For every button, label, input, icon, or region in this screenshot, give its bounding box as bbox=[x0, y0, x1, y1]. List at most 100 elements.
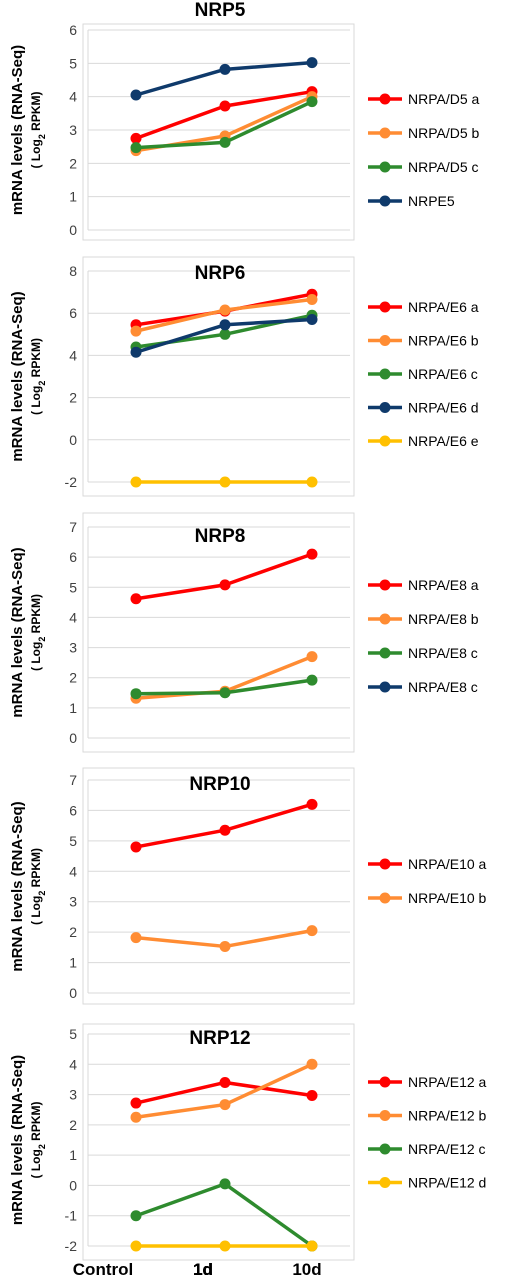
data-point bbox=[130, 932, 142, 944]
data-point bbox=[306, 674, 318, 686]
y-tick-label: -1 bbox=[65, 1208, 78, 1224]
y-tick-label: 5 bbox=[69, 833, 77, 849]
y-tick-label: 0 bbox=[69, 222, 77, 238]
series-nrpe5 bbox=[130, 57, 318, 101]
data-point bbox=[219, 476, 231, 488]
legend-swatch-marker bbox=[379, 93, 391, 105]
chart-nrp6: -2 0 2 4 6 8 NRP6 mRNA levels (RNA-Seq) ( Log2 R… bbox=[9, 256, 479, 1279]
legend-label: NRPA/D5 a bbox=[408, 91, 480, 107]
legend-swatch-marker bbox=[379, 613, 391, 625]
data-point bbox=[130, 346, 142, 358]
data-point bbox=[219, 1099, 231, 1111]
y-tick-label: 5 bbox=[69, 55, 77, 71]
y-tick-label: 7 bbox=[69, 519, 77, 535]
legend-label: NRPA/E6 c bbox=[408, 366, 478, 382]
y-axis-unit-label: ( Log2 RPKM) bbox=[29, 1101, 47, 1178]
data-point bbox=[130, 132, 142, 144]
series-nrpa-e8-a bbox=[130, 548, 318, 605]
y-axis-label: mRNA levels (RNA-Seq) bbox=[9, 45, 26, 215]
data-point bbox=[306, 57, 318, 69]
data-point bbox=[130, 688, 142, 700]
y-axis-unit-label: ( Log2 RPKM) bbox=[29, 338, 47, 415]
legend-label: NRPA/E8 c bbox=[408, 679, 478, 695]
data-point bbox=[130, 325, 142, 337]
y-axis-label: mRNA levels (RNA-Seq) bbox=[9, 547, 26, 717]
y-tick-label: 0 bbox=[69, 1177, 77, 1193]
y-tick-label: 1 bbox=[69, 955, 77, 971]
y-tick-label: 3 bbox=[69, 894, 77, 910]
legend-swatch-marker bbox=[379, 892, 391, 904]
series-nrpa-e10-a bbox=[130, 798, 318, 853]
legend-label: NRPA/E6 e bbox=[408, 433, 479, 449]
data-point bbox=[306, 798, 318, 810]
y-tick-label: 4 bbox=[69, 609, 77, 625]
y-tick-label: 0 bbox=[69, 432, 77, 448]
legend-swatch-marker bbox=[379, 195, 391, 207]
data-point bbox=[219, 328, 231, 340]
data-point bbox=[219, 687, 231, 699]
plot-frame bbox=[82, 1023, 355, 1261]
data-point bbox=[219, 824, 231, 836]
series-line bbox=[135, 1182, 314, 1248]
data-point bbox=[130, 1097, 142, 1109]
legend-swatch-marker bbox=[379, 1076, 391, 1088]
legend-swatch-marker bbox=[379, 301, 391, 313]
data-point bbox=[219, 579, 231, 591]
chart-nrp5: 0 1 2 3 4 5 6 NRP5 mRNA levels (RNA-Seq) ( Log2 R… bbox=[9, 0, 480, 1279]
series-nrpa-e6-e bbox=[130, 476, 318, 488]
series-nrpa-e6-b bbox=[130, 293, 318, 337]
data-point bbox=[219, 319, 231, 331]
data-point bbox=[306, 476, 318, 488]
legend-swatch-marker bbox=[379, 1177, 391, 1188]
data-point bbox=[306, 651, 318, 663]
data-point bbox=[306, 548, 318, 560]
y-tick-label: 8 bbox=[69, 263, 77, 279]
chart-title: NRP8 bbox=[195, 526, 246, 547]
data-point bbox=[306, 1058, 318, 1070]
data-point bbox=[130, 89, 142, 101]
plot-frame bbox=[82, 512, 355, 753]
y-tick-label: 4 bbox=[69, 1056, 77, 1072]
x-tick-label: 1d bbox=[193, 1260, 213, 1279]
legend-swatch-marker bbox=[379, 647, 391, 659]
legend-label: NRPA/E6 b bbox=[408, 333, 479, 349]
y-tick-label: -2 bbox=[65, 1238, 78, 1254]
legend-label: NRPA/E8 a bbox=[408, 577, 479, 593]
y-tick-label: 3 bbox=[69, 122, 77, 138]
plot-frame bbox=[82, 256, 355, 497]
y-tick-label: 2 bbox=[69, 670, 77, 686]
legend-label: NRPA/E10 b bbox=[408, 890, 487, 906]
data-point bbox=[306, 314, 318, 326]
chart-title: NRP6 bbox=[195, 263, 246, 284]
legend-label: NRPA/E12 b bbox=[408, 1108, 487, 1124]
data-point bbox=[130, 142, 142, 154]
data-point bbox=[306, 925, 318, 937]
data-point bbox=[219, 940, 231, 952]
data-point bbox=[219, 1240, 231, 1252]
legend-label: NRPA/E6 a bbox=[408, 299, 479, 315]
legend-swatch-marker bbox=[379, 579, 391, 591]
y-tick-label: 0 bbox=[69, 985, 77, 1001]
series-nrpa-e12-d bbox=[130, 1240, 318, 1252]
legend-swatch-marker bbox=[379, 402, 391, 413]
series-line bbox=[135, 552, 313, 601]
data-point bbox=[130, 1210, 142, 1222]
data-point bbox=[130, 841, 142, 853]
data-point bbox=[219, 1178, 231, 1190]
y-axis-label: mRNA levels (RNA-Seq) bbox=[9, 801, 26, 971]
x-tick-label: 1d bbox=[193, 1260, 213, 1279]
chart-nrp8: 0 1 2 3 4 5 6 7 NRP8 mRNA levels (RNA-Seq) ( Log2 … bbox=[9, 512, 479, 1279]
y-tick-label: 2 bbox=[69, 155, 77, 171]
y-tick-label: 2 bbox=[69, 1117, 77, 1133]
y-tick-label: 6 bbox=[69, 549, 77, 565]
y-tick-label: 4 bbox=[69, 863, 77, 879]
y-tick-label: 1 bbox=[69, 700, 77, 716]
series-nrpa-e10-b bbox=[130, 925, 318, 952]
data-point bbox=[219, 304, 231, 316]
data-point bbox=[130, 1240, 142, 1252]
series-nrpa-e12-c bbox=[130, 1178, 318, 1252]
y-tick-label: 4 bbox=[69, 89, 77, 105]
legend-label: NRPA/D5 c bbox=[408, 159, 479, 175]
chart-title: NRP5 bbox=[195, 0, 246, 21]
